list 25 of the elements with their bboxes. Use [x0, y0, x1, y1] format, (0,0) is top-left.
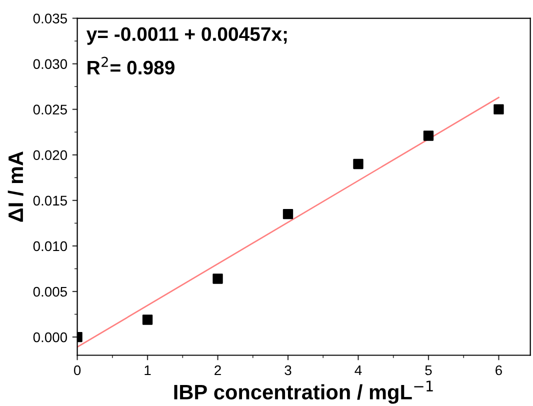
y-tick-label: 0.000: [33, 332, 68, 342]
x-tick-label: 0: [74, 365, 81, 376]
point: [212, 274, 223, 284]
y-tick-label: 0.010: [33, 241, 68, 252]
x-tick-label: 4: [354, 365, 362, 376]
y-tick-label: 0.015: [33, 196, 67, 206]
x-tick-label: 2: [214, 365, 221, 376]
annotation: R$^{2}$= 0.989: [88, 56, 174, 75]
x-tick-label: 5: [425, 365, 432, 376]
point: [353, 158, 364, 170]
point: [423, 130, 434, 141]
x-tick-label: 1: [144, 365, 151, 376]
y-tick-label: 0.030: [33, 59, 68, 69]
y-axis-title: ΔI / mA: [8, 151, 24, 222]
point: [142, 314, 153, 325]
x-tick-label: 6: [496, 365, 502, 376]
y-tick-label: 0.005: [33, 286, 67, 297]
point: [282, 208, 294, 220]
y-tick-label: 0.020: [33, 150, 68, 160]
y-tick-label: 0.025: [33, 104, 67, 115]
point: [494, 104, 504, 114]
x-axis-title: IBP concentration / mgL$^{−1}$: [174, 380, 433, 404]
annotation: y= -0.0011 + 0.00457x;: [86, 27, 287, 45]
y-tick-label: 0.035: [33, 14, 67, 24]
x-tick-label: 3: [284, 365, 292, 376]
